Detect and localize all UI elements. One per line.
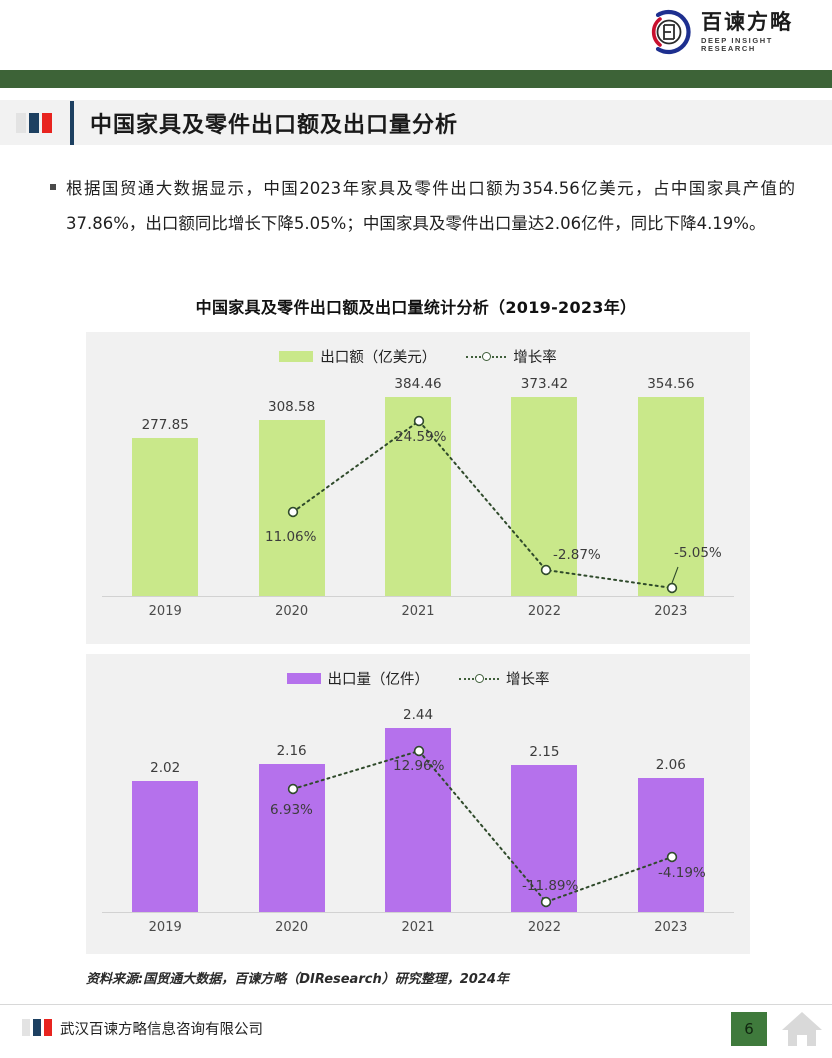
- logo-icon: [645, 8, 693, 56]
- bar-group-2023: 354.56: [608, 376, 734, 596]
- bar-group-2019: 2.02: [102, 702, 228, 912]
- bullet-icon: [50, 184, 56, 190]
- bar: [258, 764, 325, 912]
- x-tick-label: 2019: [148, 604, 182, 619]
- bar-value-label: 384.46: [394, 376, 442, 392]
- bar-value-label: 354.56: [647, 376, 695, 392]
- chart-title: 中国家具及零件出口额及出口量统计分析（2019-2023年）: [195, 298, 637, 317]
- bar-group-2021: 2.44: [355, 702, 481, 912]
- legend-item-line: 增长率: [459, 668, 550, 689]
- export-value-chart: 出口额（亿美元） 增长率 277.85 308.58 384.46 37: [86, 332, 750, 644]
- bar-group-2019: 277.85: [102, 376, 228, 596]
- title-divider: [70, 100, 74, 145]
- logo-text-en: DEEP INSIGHT RESEARCH: [701, 36, 773, 53]
- growth-label-2021: 12.96%: [393, 758, 445, 774]
- growth-label-2020: 11.06%: [265, 529, 317, 545]
- bar-value-label: 2.16: [276, 743, 307, 759]
- chart1-legend: 出口额（亿美元） 增长率: [86, 346, 750, 367]
- chart1-bars: 277.85 308.58 384.46 373.42 354.56: [102, 376, 734, 596]
- bar-value-label: 2.44: [402, 707, 434, 723]
- legend-swatch-bar: [286, 673, 321, 684]
- growth-label-2022: -2.87%: [553, 547, 601, 563]
- bar-value-label: 277.85: [141, 417, 189, 433]
- growth-label-2021: 24.59%: [395, 429, 447, 445]
- bar-value-label: 2.02: [150, 760, 181, 776]
- bar-value-label: 2.06: [655, 757, 686, 773]
- chart2-bars: 2.02 2.16 2.44 2.15 2.06: [102, 702, 734, 912]
- bar-group-2021: 384.46: [355, 376, 481, 596]
- legend-dotted-line-icon: [466, 351, 507, 363]
- legend-item-line: 增长率: [466, 346, 557, 367]
- chart1-x-axis: [102, 596, 734, 597]
- chart2-legend: 出口量（亿件） 增长率: [86, 668, 750, 689]
- page-number-badge: 6: [731, 1012, 767, 1046]
- bar-group-2020: 308.58: [228, 376, 354, 596]
- growth-label-2023: -5.05%: [674, 545, 722, 561]
- x-tick-label: 2022: [527, 604, 561, 619]
- x-tick-label: 2019: [148, 920, 182, 935]
- legend-item-bar: 出口额（亿美元）: [279, 346, 436, 367]
- source-note: 资料来源:国贸通大数据，百谏方略（DIResearch）研究整理，2024年: [86, 972, 509, 987]
- legend-label-bar: 出口量（亿件）: [327, 672, 430, 688]
- x-tick-label: 2023: [654, 604, 688, 619]
- export-volume-chart: 出口量（亿件） 增长率 2.02 2.16 2.44 2.15: [86, 654, 750, 954]
- footer-tricolor-mark-icon: [22, 1019, 52, 1036]
- chart1-plot: 277.85 308.58 384.46 373.42 354.56: [86, 332, 750, 644]
- bar: [385, 397, 452, 596]
- legend-label-line: 增长率: [506, 672, 550, 688]
- legend-dotted-line-icon: [459, 673, 499, 685]
- bar: [511, 397, 578, 596]
- tricolor-mark-icon: [16, 112, 52, 133]
- x-tick-label: 2021: [401, 604, 435, 619]
- x-tick-label: 2020: [275, 920, 309, 935]
- bar-value-label: 308.58: [267, 399, 316, 415]
- growth-label-2020: 6.93%: [270, 802, 313, 818]
- legend-swatch-bar: [279, 351, 314, 362]
- bar: [132, 781, 199, 912]
- chart2-plot: 2.02 2.16 2.44 2.15 2.06: [86, 654, 750, 954]
- growth-label-2022: -11.89%: [522, 878, 579, 894]
- summary-paragraph: 根据国贸通大数据显示，中国2023年家具及零件出口额为354.56亿美元，占中国…: [66, 179, 795, 233]
- bar: [637, 397, 704, 596]
- x-tick-label: 2020: [275, 604, 309, 619]
- home-icon[interactable]: [780, 1008, 824, 1050]
- bar-value-label: 2.15: [529, 744, 560, 760]
- bar-value-label: 373.42: [520, 376, 569, 392]
- chart1-x-labels: 2019 2020 2021 2022 2023: [102, 604, 734, 619]
- chart2-x-axis: [102, 912, 734, 913]
- brand-logo: 百谏方略 DEEP INSIGHT RESEARCH: [645, 6, 830, 58]
- x-tick-label: 2022: [527, 920, 561, 935]
- bar: [385, 728, 452, 912]
- chart2-x-labels: 2019 2020 2021 2022 2023: [102, 920, 734, 935]
- summary-paragraph-block: 根据国贸通大数据显示，中国2023年家具及零件出口额为354.56亿美元，占中国…: [50, 172, 795, 241]
- page-title: 中国家具及零件出口额及出口量分析: [90, 112, 459, 138]
- page-title-band: 中国家具及零件出口额及出口量分析: [0, 100, 832, 145]
- x-tick-label: 2023: [654, 920, 688, 935]
- legend-label-line: 增长率: [513, 350, 557, 366]
- bar: [637, 778, 704, 912]
- legend-item-bar: 出口量（亿件）: [286, 668, 430, 689]
- header-green-rule: [0, 70, 832, 88]
- legend-label-bar: 出口额（亿美元）: [320, 350, 437, 366]
- footer-divider: [0, 1004, 832, 1005]
- bar: [132, 438, 199, 596]
- bar: [258, 420, 325, 596]
- x-tick-label: 2021: [401, 920, 435, 935]
- logo-text-cn: 百谏方略: [701, 10, 793, 34]
- bar-group-2022: 373.42: [481, 376, 607, 596]
- growth-label-2023: -4.19%: [658, 865, 706, 881]
- footer-company-name: 武汉百谏方略信息咨询有限公司: [60, 1022, 263, 1038]
